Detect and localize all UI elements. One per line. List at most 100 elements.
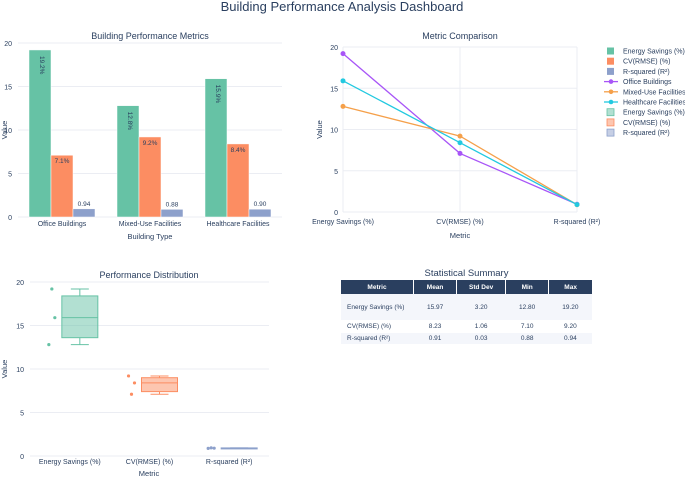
table-cell: 3.20 xyxy=(456,294,506,321)
line-point xyxy=(340,51,346,57)
legend-swatch-box xyxy=(606,118,615,127)
bar-chart-y-tick-label: 20 xyxy=(4,41,12,48)
dashboard-title: Building Performance Analysis Dashboard xyxy=(221,0,464,14)
table-header-row: Metric Mean Std Dev Min Max xyxy=(341,280,592,294)
bar-cv-rmse--2 xyxy=(226,143,250,218)
bar-data-label: 19.2% xyxy=(38,56,45,75)
bar-data-label: 7.1% xyxy=(55,158,70,165)
legend-swatch-box xyxy=(606,108,615,117)
bar-chart-x-tick-label: Mixed-Use Facilities xyxy=(119,221,182,228)
line-point xyxy=(340,78,346,84)
legend-swatch-bar xyxy=(607,67,614,75)
legend-item-label: R-squared (R²) xyxy=(623,69,670,76)
box-chart-y-tick-label: 5 xyxy=(20,411,24,418)
box-data-point xyxy=(206,446,210,450)
line-chart-x-tick-label: R-squared (R²) xyxy=(554,219,601,226)
table-cell: 0.88 xyxy=(505,332,549,345)
box-chart-y-tick-label: 10 xyxy=(16,367,24,374)
bar-data-label: 12.8% xyxy=(126,112,133,131)
bar-r-squared-r--2 xyxy=(248,208,272,218)
box-data-point xyxy=(132,381,137,385)
table-header-min: Min xyxy=(505,280,550,294)
box-body xyxy=(61,295,99,339)
legend-swatch-marker xyxy=(608,79,614,84)
bar-cv-rmse--1 xyxy=(138,136,162,218)
table-header-metric: Metric xyxy=(341,280,414,294)
box-chart-x-axis-label: Metric xyxy=(139,469,160,477)
bar-data-label: 0.90 xyxy=(254,201,267,208)
bar-data-label: 9.2% xyxy=(143,140,158,147)
legend-swatch-marker xyxy=(608,99,614,105)
line-chart-y-tick-label: 0 xyxy=(334,210,338,217)
line-chart-y-axis-label: Value xyxy=(315,120,324,139)
table-cell: R-squared (R²) xyxy=(341,332,414,345)
legend-swatch-bar xyxy=(607,47,614,55)
box-chart-y-tick-label: 20 xyxy=(16,280,24,287)
legend-item-label: R-squared (R²) xyxy=(623,130,670,137)
line-point xyxy=(340,103,346,109)
table-header-stddev: Std Dev xyxy=(456,280,507,294)
table-title: Statistical Summary xyxy=(424,268,509,279)
table-header-mean: Mean xyxy=(413,280,458,294)
table-cell: 0.91 xyxy=(413,332,457,345)
bar-chart-y-tick-label: 10 xyxy=(4,128,12,135)
line-point xyxy=(457,133,463,139)
legend-swatch-bar xyxy=(607,57,614,65)
legend-item-label: Energy Savings (%) xyxy=(623,110,685,117)
box-data-point xyxy=(129,392,134,396)
table-cell: 0.03 xyxy=(456,332,506,345)
line-point xyxy=(574,202,580,208)
legend-item-label: CV(RMSE) (%) xyxy=(623,120,670,127)
table-cell: 9.20 xyxy=(548,320,592,333)
line-chart-x-tick-label: CV(RMSE) (%) xyxy=(436,219,483,226)
box-chart-x-tick-label: CV(RMSE) (%) xyxy=(126,459,173,466)
line-point xyxy=(457,150,463,156)
bar-data-label: 15.9% xyxy=(214,85,221,104)
line-chart-title: Metric Comparison xyxy=(422,31,498,41)
box-data-point xyxy=(212,446,216,450)
bar-chart-y-axis-label: Value xyxy=(0,121,9,140)
table-cell: 15.97 xyxy=(413,294,457,321)
table-header-max: Max xyxy=(548,280,592,294)
bar-chart-x-tick-label: Healthcare Facilities xyxy=(206,221,270,228)
legend-swatch-marker xyxy=(608,89,614,95)
legend-item-label: Energy Savings (%) xyxy=(623,49,685,56)
legend-item-label: Office Buildings xyxy=(623,79,672,86)
bar-chart-y-tick-label: 5 xyxy=(8,172,12,179)
box-data-point xyxy=(47,343,51,347)
table-cell: CV(RMSE) (%) xyxy=(341,320,414,333)
table-cell: 0.94 xyxy=(548,332,592,345)
bar-energy-savings--0 xyxy=(28,49,52,218)
line-chart-y-tick-label: 5 xyxy=(334,169,338,176)
bar-chart-x-tick-label: Office Buildings xyxy=(38,221,87,228)
legend-item-label: CV(RMSE) (%) xyxy=(623,59,670,66)
line-chart-x-tick-label: Energy Savings (%) xyxy=(312,219,374,226)
bar-chart-y-tick-label: 15 xyxy=(4,85,12,92)
box-chart-y-axis-label: Value xyxy=(0,360,9,379)
table-cell: Energy Savings (%) xyxy=(341,294,414,321)
table-cell: 19.20 xyxy=(548,294,592,321)
bar-r-squared-r--1 xyxy=(160,209,184,218)
bar-cv-rmse--0 xyxy=(50,154,74,218)
line-chart-y-tick-label: 20 xyxy=(330,45,338,52)
box-chart-x-tick-label: Energy Savings (%) xyxy=(39,459,101,466)
table-cell: 12.80 xyxy=(505,294,549,321)
line-chart-y-tick-label: 15 xyxy=(330,86,338,93)
bar-r-squared-r--0 xyxy=(72,208,96,218)
box-chart-x-tick-label: R-squared (R²) xyxy=(206,459,253,466)
box-chart-y-tick-label: 0 xyxy=(20,454,24,461)
table-cell: 7.10 xyxy=(505,320,549,333)
bar-chart-y-tick-label: 0 xyxy=(8,215,12,222)
bar-chart-title: Building Performance Metrics xyxy=(91,31,209,41)
statistical-summary-table: Metric Mean Std Dev Min Max Energy Savin… xyxy=(341,280,592,345)
table-row: CV(RMSE) (%) 8.23 1.06 7.10 9.20 xyxy=(341,320,592,333)
box-body xyxy=(141,377,178,393)
box-data-point xyxy=(53,316,57,320)
legend-swatch-box xyxy=(606,128,615,137)
bar-data-label: 8.4% xyxy=(231,147,246,154)
line-point xyxy=(457,140,463,146)
table-cell: 8.23 xyxy=(413,320,457,333)
bar-chart-x-axis-label: Building Type xyxy=(128,232,173,241)
box-chart-title: Performance Distribution xyxy=(99,270,198,280)
